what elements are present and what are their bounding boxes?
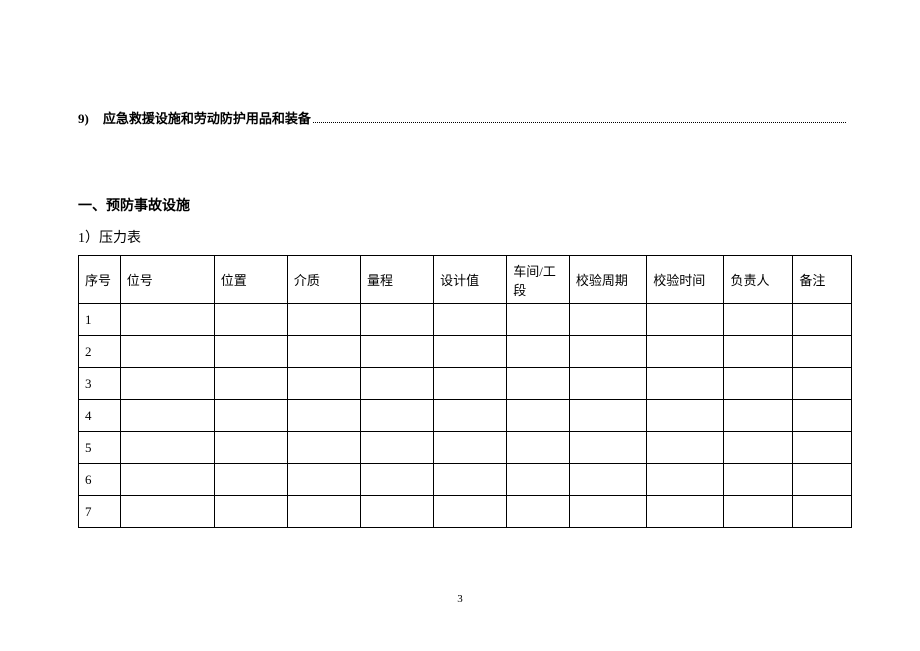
col-location: 位置	[214, 256, 287, 304]
toc-text: 应急救援设施和劳动防护用品和装备	[103, 108, 311, 127]
table-row: 1	[79, 304, 852, 336]
table-row: 3	[79, 368, 852, 400]
table-row: 4	[79, 400, 852, 432]
table-row: 6	[79, 464, 852, 496]
pressure-gauge-table: 序号 位号 位置 介质 量程 设计值 车间/工段 校验周期 校验时间 负责人 备…	[78, 255, 852, 528]
col-medium: 介质	[287, 256, 360, 304]
col-cal-cycle: 校验周期	[569, 256, 646, 304]
section-heading-1: 一、预防事故设施	[78, 195, 848, 215]
row-serial: 1	[79, 304, 121, 336]
row-serial: 6	[79, 464, 121, 496]
row-serial: 5	[79, 432, 121, 464]
table-body: 1 2 3 4 5 6 7	[79, 304, 852, 528]
col-range: 量程	[361, 256, 434, 304]
col-design: 设计值	[434, 256, 507, 304]
col-serial: 序号	[79, 256, 121, 304]
table-row: 2	[79, 336, 852, 368]
table-header-row: 序号 位号 位置 介质 量程 设计值 车间/工段 校验周期 校验时间 负责人 备…	[79, 256, 852, 304]
page-number: 3	[0, 593, 920, 605]
table-row: 7	[79, 496, 852, 528]
col-tag: 位号	[120, 256, 214, 304]
document-page: 9) 应急救援设施和劳动防护用品和装备 一、预防事故设施 1）压力表 序号 位号…	[0, 0, 920, 528]
toc-entry: 9) 应急救援设施和劳动防护用品和装备	[78, 108, 848, 127]
row-serial: 7	[79, 496, 121, 528]
row-serial: 2	[79, 336, 121, 368]
col-cal-time: 校验时间	[647, 256, 724, 304]
row-serial: 4	[79, 400, 121, 432]
toc-number: 9)	[78, 111, 89, 127]
col-owner: 负责人	[724, 256, 793, 304]
col-workshop: 车间/工段	[507, 256, 570, 304]
row-serial: 3	[79, 368, 121, 400]
section-heading-2: 1）压力表	[78, 227, 848, 247]
table-row: 5	[79, 432, 852, 464]
col-remark: 备注	[793, 256, 852, 304]
toc-leader-dots	[313, 122, 846, 123]
